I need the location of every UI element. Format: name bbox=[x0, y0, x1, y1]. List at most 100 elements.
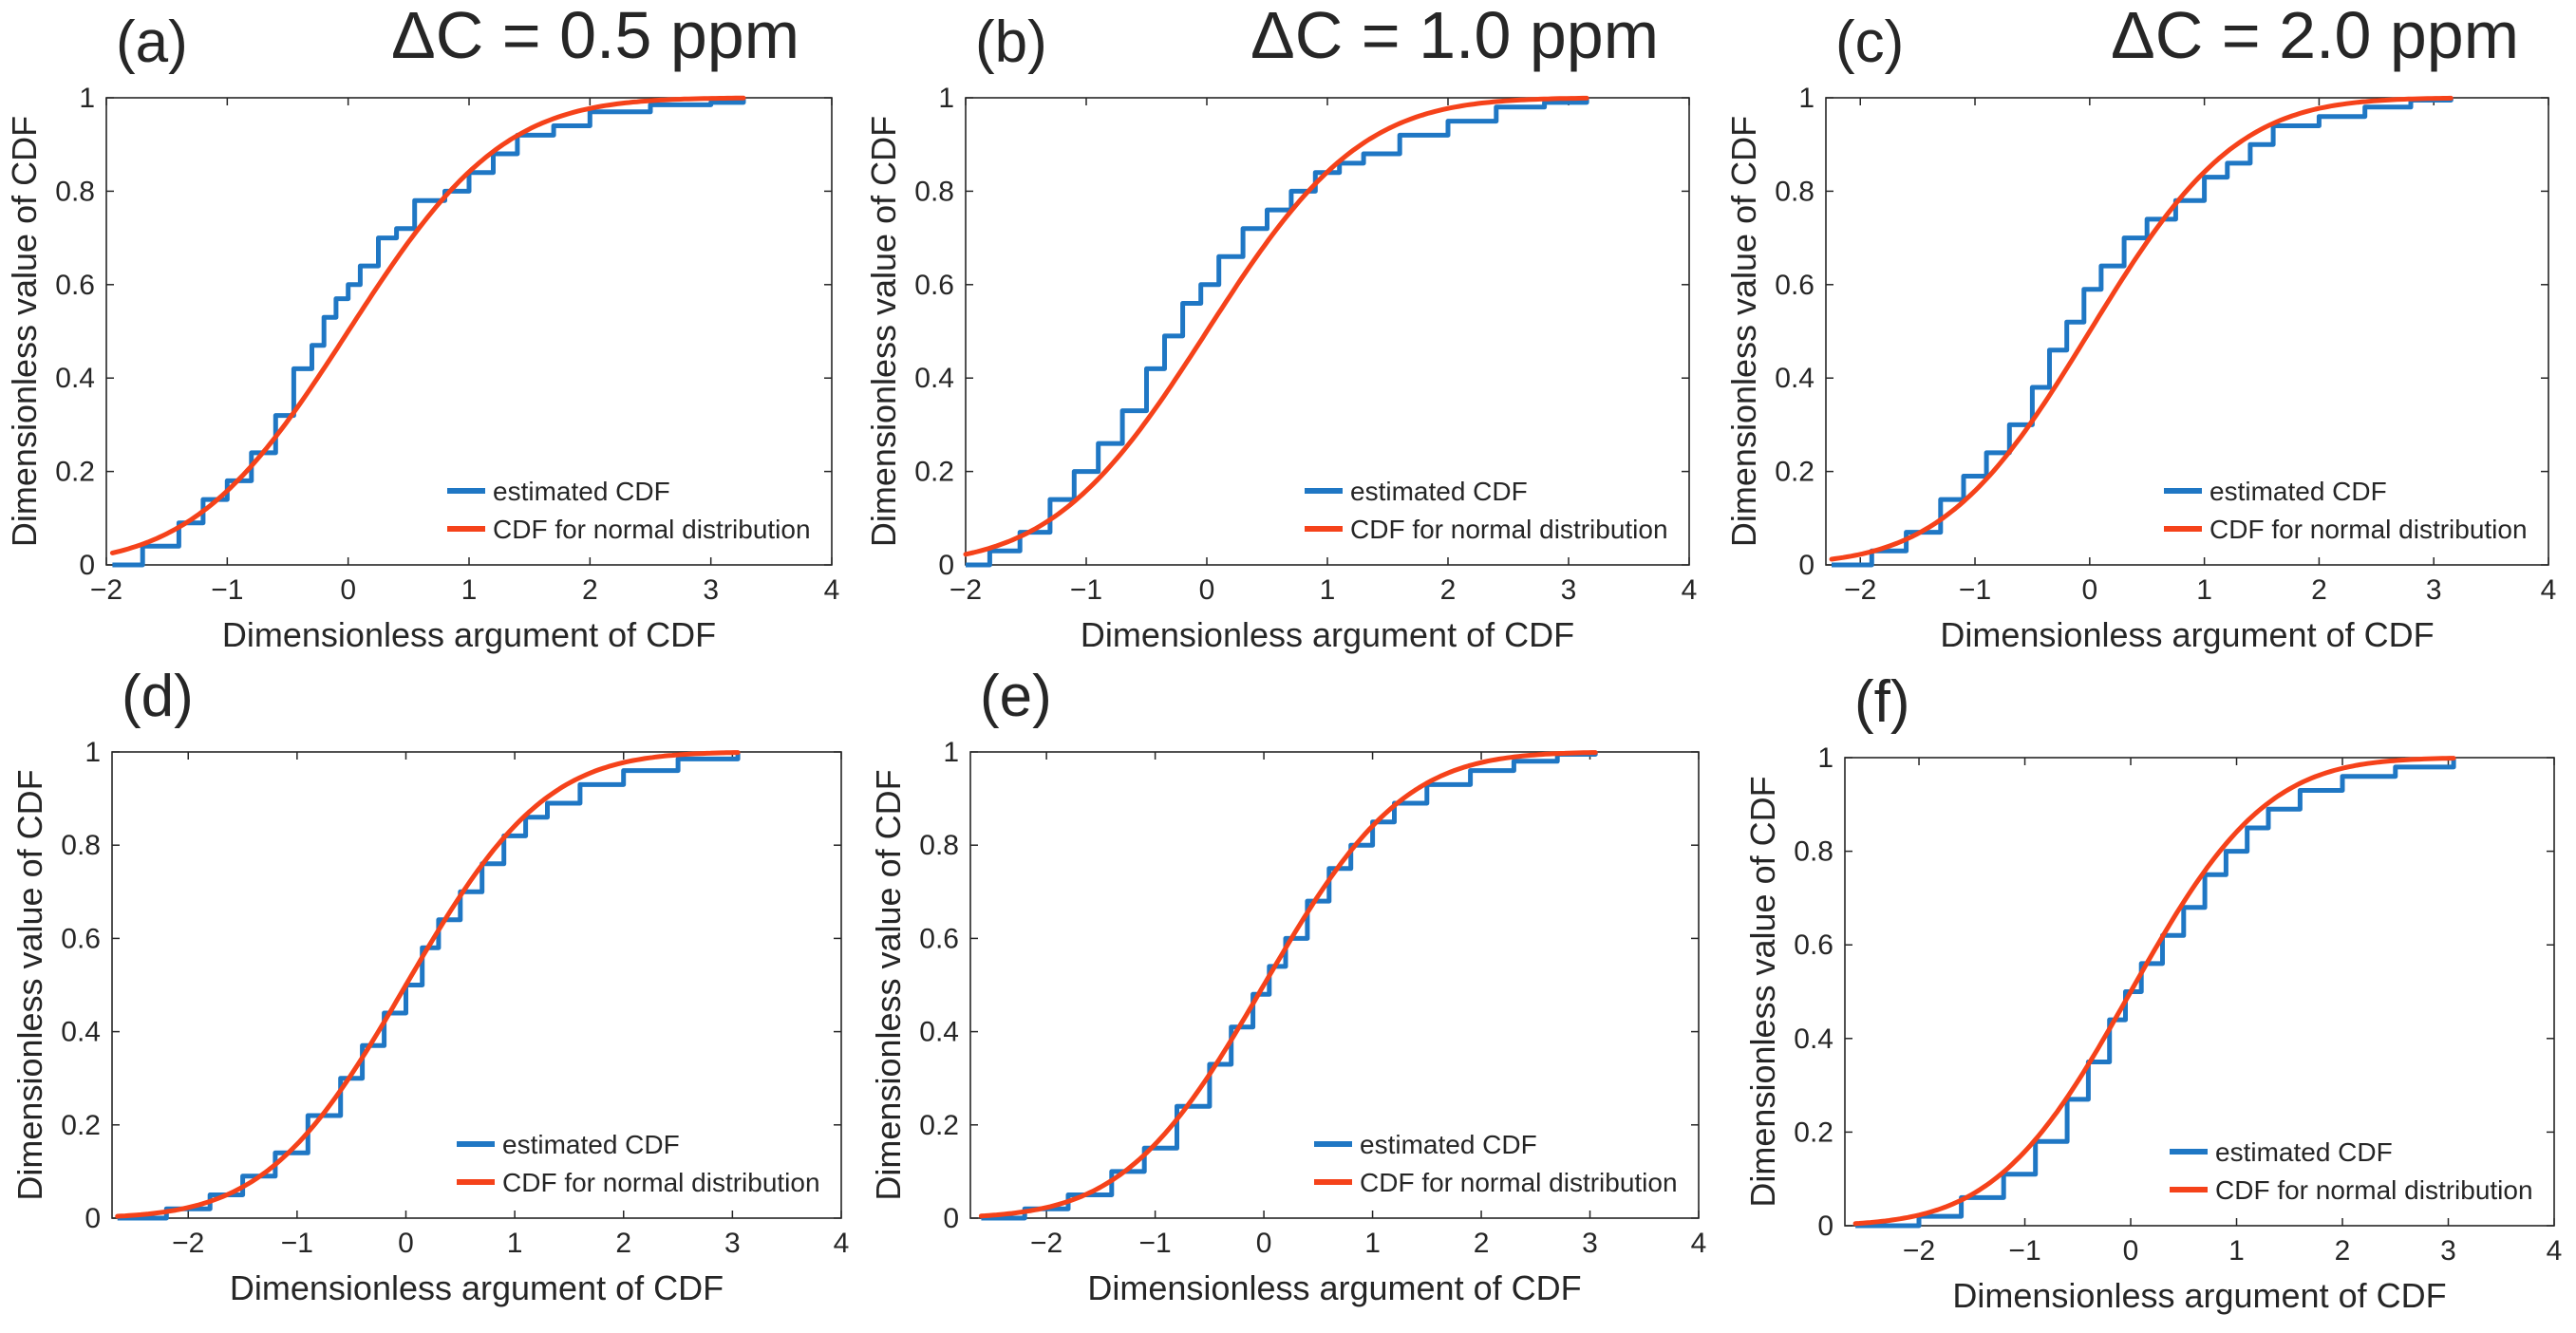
series-line-estimated-cdf bbox=[112, 98, 746, 568]
series-line-estimated-cdf bbox=[117, 752, 741, 1221]
y-tick-label: 0.6 bbox=[61, 923, 101, 954]
x-tick-label: 4 bbox=[2547, 1235, 2563, 1267]
legend: estimated CDF CDF for normal distribution bbox=[2170, 1137, 2533, 1205]
y-tick-label: 0.8 bbox=[61, 830, 101, 861]
legend: estimated CDF CDF for normal distribution bbox=[1305, 477, 1668, 544]
chart-panel: −2 −1 0 1 2 3 4 0 0.2 0.4 0.6 0.8 1 Dimensionless arg… bbox=[5, 0, 839, 654]
x-axis-label: Dimensionless argument of CDF bbox=[222, 615, 716, 654]
legend-label: CDF for normal distribution bbox=[2209, 515, 2528, 544]
x-tick-label: 1 bbox=[1364, 1228, 1381, 1259]
x-tick-label: −1 bbox=[281, 1228, 313, 1259]
legend: estimated CDF CDF for normal distribution bbox=[447, 477, 811, 544]
y-axis-label: Dimensionless value of CDF bbox=[1724, 116, 1763, 547]
legend-label: estimated CDF bbox=[2215, 1137, 2393, 1167]
x-tick-label: 3 bbox=[703, 574, 719, 606]
y-tick-label: 0.4 bbox=[914, 363, 954, 394]
panel-label: (c) bbox=[1835, 9, 1904, 75]
panel-label: (e) bbox=[980, 664, 1052, 729]
legend: estimated CDF CDF for normal distribution bbox=[457, 1130, 820, 1197]
x-tick-label: 2 bbox=[1474, 1228, 1490, 1259]
panel-label: (a) bbox=[116, 9, 188, 75]
x-tick-label: 4 bbox=[834, 1228, 850, 1259]
series-line-normal-cdf bbox=[1829, 95, 2454, 562]
x-axis-label: Dimensionless argument of CDF bbox=[1952, 1276, 2446, 1315]
panel-title: ΔC = 0.5 ppm bbox=[391, 0, 799, 72]
y-tick-label: 1 bbox=[1798, 83, 1814, 114]
series-line-estimated-cdf bbox=[1832, 98, 2454, 568]
x-tick-label: 0 bbox=[2081, 574, 2097, 606]
x-tick-label: 2 bbox=[615, 1228, 631, 1259]
x-tick-label: 4 bbox=[824, 574, 840, 606]
y-tick-label: 0 bbox=[85, 1203, 101, 1234]
x-tick-label: −2 bbox=[950, 574, 982, 606]
x-tick-label: −1 bbox=[2008, 1235, 2040, 1267]
x-tick-label: 0 bbox=[1256, 1228, 1272, 1259]
plot-area bbox=[969, 751, 1700, 1219]
y-tick-label: 0.2 bbox=[1775, 457, 1814, 488]
y-tick-label: 0.6 bbox=[919, 923, 959, 954]
panel-title: ΔC = 1.0 ppm bbox=[1250, 0, 1659, 72]
legend: estimated CDF CDF for normal distribution bbox=[2164, 477, 2528, 544]
plot-area bbox=[105, 97, 833, 566]
chart-panel: −2 −1 0 1 2 3 4 0 0.2 0.4 0.6 0.8 1 Dimensionless arg… bbox=[10, 664, 849, 1307]
y-tick-label: 0.2 bbox=[1794, 1117, 1833, 1148]
chart-panel: −2 −1 0 1 2 3 4 0 0.2 0.4 0.6 0.8 1 Dimensionless arg… bbox=[864, 0, 1697, 654]
x-tick-label: 1 bbox=[1320, 574, 1336, 606]
y-axis-label: Dimensionless value of CDF bbox=[5, 116, 44, 547]
x-tick-label: −2 bbox=[1903, 1235, 1935, 1267]
legend-label: estimated CDF bbox=[502, 1130, 680, 1159]
y-tick-label: 1 bbox=[938, 83, 954, 114]
y-tick-label: 0 bbox=[1817, 1211, 1833, 1242]
y-tick-label: 1 bbox=[85, 737, 101, 768]
y-tick-label: 0.4 bbox=[919, 1017, 959, 1048]
y-tick-label: 0.8 bbox=[55, 176, 95, 207]
series-line-normal-cdf bbox=[978, 750, 1598, 1219]
y-tick-label: 1 bbox=[943, 737, 959, 768]
x-axis-label: Dimensionless argument of CDF bbox=[230, 1268, 724, 1307]
x-tick-label: 2 bbox=[582, 574, 598, 606]
y-tick-label: 0.6 bbox=[914, 270, 954, 301]
panel-label: (f) bbox=[1854, 669, 1910, 735]
y-tick-label: 0 bbox=[943, 1203, 959, 1234]
legend: estimated CDF CDF for normal distribution bbox=[1314, 1130, 1678, 1197]
y-tick-label: 0.2 bbox=[919, 1110, 959, 1141]
x-axis-label: Dimensionless argument of CDF bbox=[1940, 615, 2434, 654]
x-tick-label: −2 bbox=[1844, 574, 1876, 606]
legend-label: CDF for normal distribution bbox=[1360, 1168, 1678, 1197]
y-tick-label: 0.6 bbox=[1794, 929, 1833, 961]
x-tick-label: 1 bbox=[507, 1228, 523, 1259]
panel-title: ΔC = 2.0 ppm bbox=[2111, 0, 2519, 72]
x-tick-label: 3 bbox=[2440, 1235, 2456, 1267]
x-tick-label: −2 bbox=[90, 574, 122, 606]
y-tick-label: 1 bbox=[1817, 742, 1833, 774]
x-axis-label: Dimensionless argument of CDF bbox=[1087, 1268, 1581, 1307]
legend-label: CDF for normal distribution bbox=[1350, 515, 1668, 544]
x-tick-label: 4 bbox=[1691, 1228, 1707, 1259]
x-tick-label: −1 bbox=[211, 574, 243, 606]
chart-panel: −2 −1 0 1 2 3 4 0 0.2 0.4 0.6 0.8 1 Dimensionless arg… bbox=[869, 664, 1706, 1307]
y-tick-label: 0 bbox=[79, 550, 95, 581]
chart-panel: −2 −1 0 1 2 3 4 0 0.2 0.4 0.6 0.8 1 Dimensionless arg… bbox=[1724, 0, 2556, 654]
y-tick-label: 0.6 bbox=[55, 270, 95, 301]
y-tick-label: 1 bbox=[79, 83, 95, 114]
y-tick-label: 0 bbox=[1798, 550, 1814, 581]
chart-panel: −2 −1 0 1 2 3 4 0 0.2 0.4 0.6 0.8 1 Dimensionless arg… bbox=[1743, 669, 2562, 1315]
x-tick-label: 3 bbox=[1582, 1228, 1598, 1259]
x-tick-label: −2 bbox=[1030, 1228, 1062, 1259]
x-tick-label: −1 bbox=[1070, 574, 1102, 606]
x-tick-label: 0 bbox=[398, 1228, 414, 1259]
y-axis-label: Dimensionless value of CDF bbox=[869, 769, 908, 1200]
legend-label: estimated CDF bbox=[493, 477, 670, 506]
y-tick-label: 0.8 bbox=[1775, 176, 1814, 207]
x-tick-label: 0 bbox=[1199, 574, 1215, 606]
y-tick-label: 0.8 bbox=[1794, 836, 1833, 868]
x-tick-label: 1 bbox=[461, 574, 478, 606]
y-tick-label: 0.4 bbox=[61, 1017, 101, 1048]
legend-label: CDF for normal distribution bbox=[493, 515, 811, 544]
plot-area bbox=[1844, 757, 2555, 1227]
series-line-normal-cdf bbox=[115, 750, 741, 1219]
series-line-estimated-cdf bbox=[966, 98, 1589, 568]
y-tick-label: 0.6 bbox=[1775, 270, 1814, 301]
series-line-estimated-cdf bbox=[1855, 758, 2456, 1229]
